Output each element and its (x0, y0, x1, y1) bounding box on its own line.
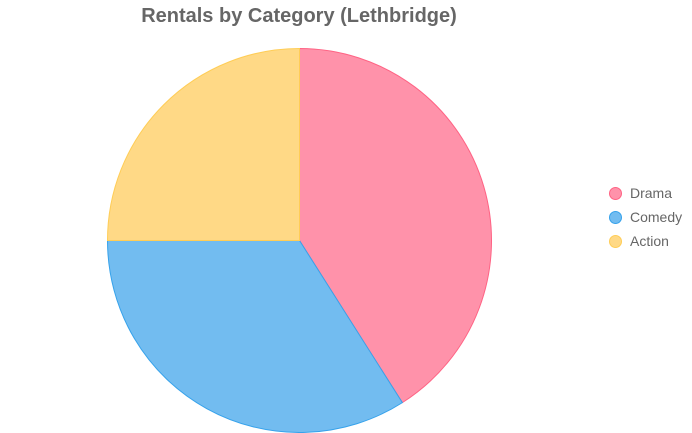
legend: Drama Comedy Action (609, 181, 682, 253)
pie-slice-drama[interactable] (299, 47, 492, 404)
legend-item-drama[interactable]: Drama (609, 181, 682, 205)
pie-slices (106, 47, 492, 433)
pie-slice-comedy[interactable] (106, 240, 404, 433)
legend-swatch (609, 210, 622, 224)
chart-title: Rentals by Category (Lethbridge) (141, 5, 457, 27)
legend-label: Action (630, 233, 669, 249)
legend-swatch (609, 234, 622, 248)
legend-item-comedy[interactable]: Comedy (609, 205, 682, 229)
legend-label: Drama (630, 185, 673, 201)
legend-item-action[interactable]: Action (609, 229, 682, 253)
legend-swatch (609, 186, 622, 200)
pie-slice-action[interactable] (106, 47, 300, 241)
legend-label: Comedy (630, 209, 683, 225)
